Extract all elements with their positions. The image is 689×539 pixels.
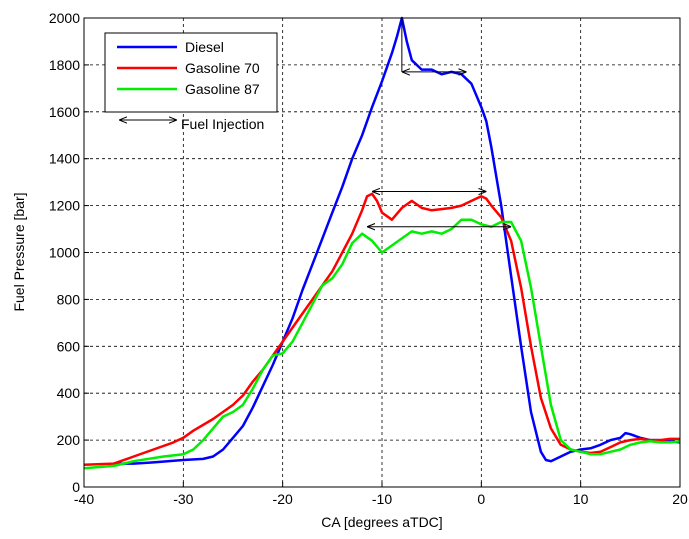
- legend-label: Diesel: [185, 39, 224, 55]
- legend: Diesel Gasoline 70 Gasoline 87 Fuel Injecti…: [104, 32, 278, 132]
- x-tick-label: 20: [672, 491, 688, 507]
- x-tick-label: -20: [273, 491, 293, 507]
- x-tick-label: 10: [573, 491, 589, 507]
- y-tick-label: 1400: [49, 151, 80, 167]
- y-tick-label: 2000: [49, 10, 80, 26]
- y-tick-label: 1800: [49, 57, 80, 73]
- legend-label: Gasoline 70: [185, 60, 260, 76]
- x-tick-label: -30: [173, 491, 193, 507]
- y-tick-label: 400: [57, 385, 81, 401]
- annotations: [367, 18, 512, 227]
- legend-label: Gasoline 87: [185, 81, 260, 97]
- y-tick-label: 0: [72, 479, 80, 495]
- y-axis-label: Fuel Pressure [bar]: [11, 192, 27, 311]
- series-line: [83, 218, 681, 470]
- x-axis-label: CA [degrees aTDC]: [321, 514, 442, 530]
- y-tick-label: 1600: [49, 104, 80, 120]
- y-tick-label: 1000: [49, 245, 80, 261]
- x-tick-label: -40: [74, 491, 94, 507]
- x-tick-label: -10: [372, 491, 392, 507]
- annotation-label: Fuel Injection: [181, 116, 264, 132]
- y-tick-label: 200: [57, 432, 81, 448]
- y-tick-label: 1200: [49, 198, 80, 214]
- plot-frame: [83, 17, 681, 488]
- y-tick-label: 600: [57, 338, 81, 354]
- x-tick-label: 0: [477, 491, 485, 507]
- y-tick-label: 800: [57, 291, 81, 307]
